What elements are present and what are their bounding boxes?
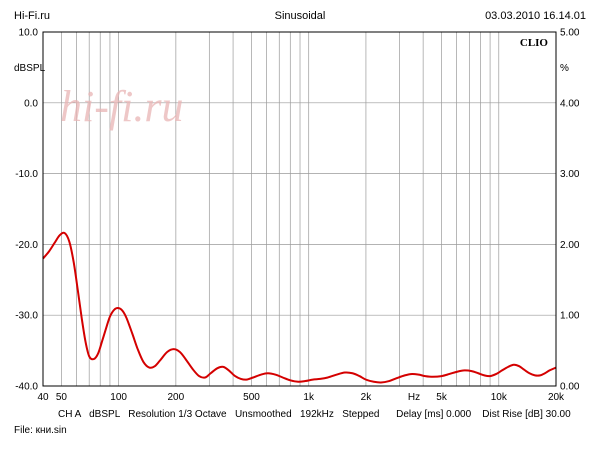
y2-tick-label: 2.00 bbox=[560, 240, 580, 251]
measurement-mode: Sinusoidal bbox=[274, 10, 326, 22]
response-curve bbox=[42, 231, 557, 384]
x-tick-labels: 40 50 100 200 500 1k 2k 5k 10k 20k bbox=[37, 392, 565, 403]
grid-lines bbox=[43, 32, 556, 386]
x-tick-label: 10k bbox=[491, 392, 508, 403]
x-tick-label: 5k bbox=[436, 392, 448, 403]
x-tick-label: 40 bbox=[37, 392, 49, 403]
y-tick-label: -10.0 bbox=[15, 169, 38, 180]
y2-tick-label: 4.00 bbox=[560, 98, 580, 109]
x-tick-label: 100 bbox=[110, 392, 127, 403]
x-tick-label: 20k bbox=[548, 392, 565, 403]
x-tick-label: 2k bbox=[361, 392, 373, 403]
y-tick-label: -40.0 bbox=[15, 382, 38, 393]
site-label: Hi-Fi.ru bbox=[14, 10, 51, 22]
y-tick-labels: 10.0 0.0 -10.0 -20.0 -30.0 -40.0 bbox=[15, 28, 38, 393]
y2-axis-label: % bbox=[560, 63, 569, 74]
y-tick-label: 0.0 bbox=[24, 98, 38, 109]
x-tick-label: 50 bbox=[56, 392, 68, 403]
measurement-settings: CH A dBSPL Resolution 1/3 Octave Unsmoot… bbox=[58, 409, 571, 420]
y2-tick-label: 1.00 bbox=[560, 311, 580, 322]
brand-logo: CLIO bbox=[520, 37, 549, 49]
plot-area bbox=[43, 32, 556, 386]
response-curve-group bbox=[42, 231, 557, 384]
timestamp: 03.03.2010 16.14.01 bbox=[485, 10, 586, 22]
y-tick-label: -30.0 bbox=[15, 311, 38, 322]
y-tick-label: 10.0 bbox=[19, 28, 39, 39]
y-tick-label: -20.0 bbox=[15, 240, 38, 251]
y2-tick-label: 5.00 bbox=[560, 28, 580, 39]
y2-tick-label: 3.00 bbox=[560, 169, 580, 180]
y2-tick-label: 0.00 bbox=[560, 382, 580, 393]
y-axis-label: dBSPL bbox=[14, 63, 46, 74]
plot-frame bbox=[42, 31, 557, 387]
y2-tick-labels: 5.00 4.00 3.00 2.00 1.00 0.00 bbox=[560, 28, 580, 393]
x-axis-label: Hz bbox=[408, 392, 420, 403]
x-tick-label: 200 bbox=[168, 392, 185, 403]
x-tick-label: 1k bbox=[303, 392, 315, 403]
watermark: hi-fi.ru bbox=[60, 82, 183, 131]
file-name: File: кни.sin bbox=[14, 425, 67, 436]
x-tick-label: 500 bbox=[243, 392, 260, 403]
